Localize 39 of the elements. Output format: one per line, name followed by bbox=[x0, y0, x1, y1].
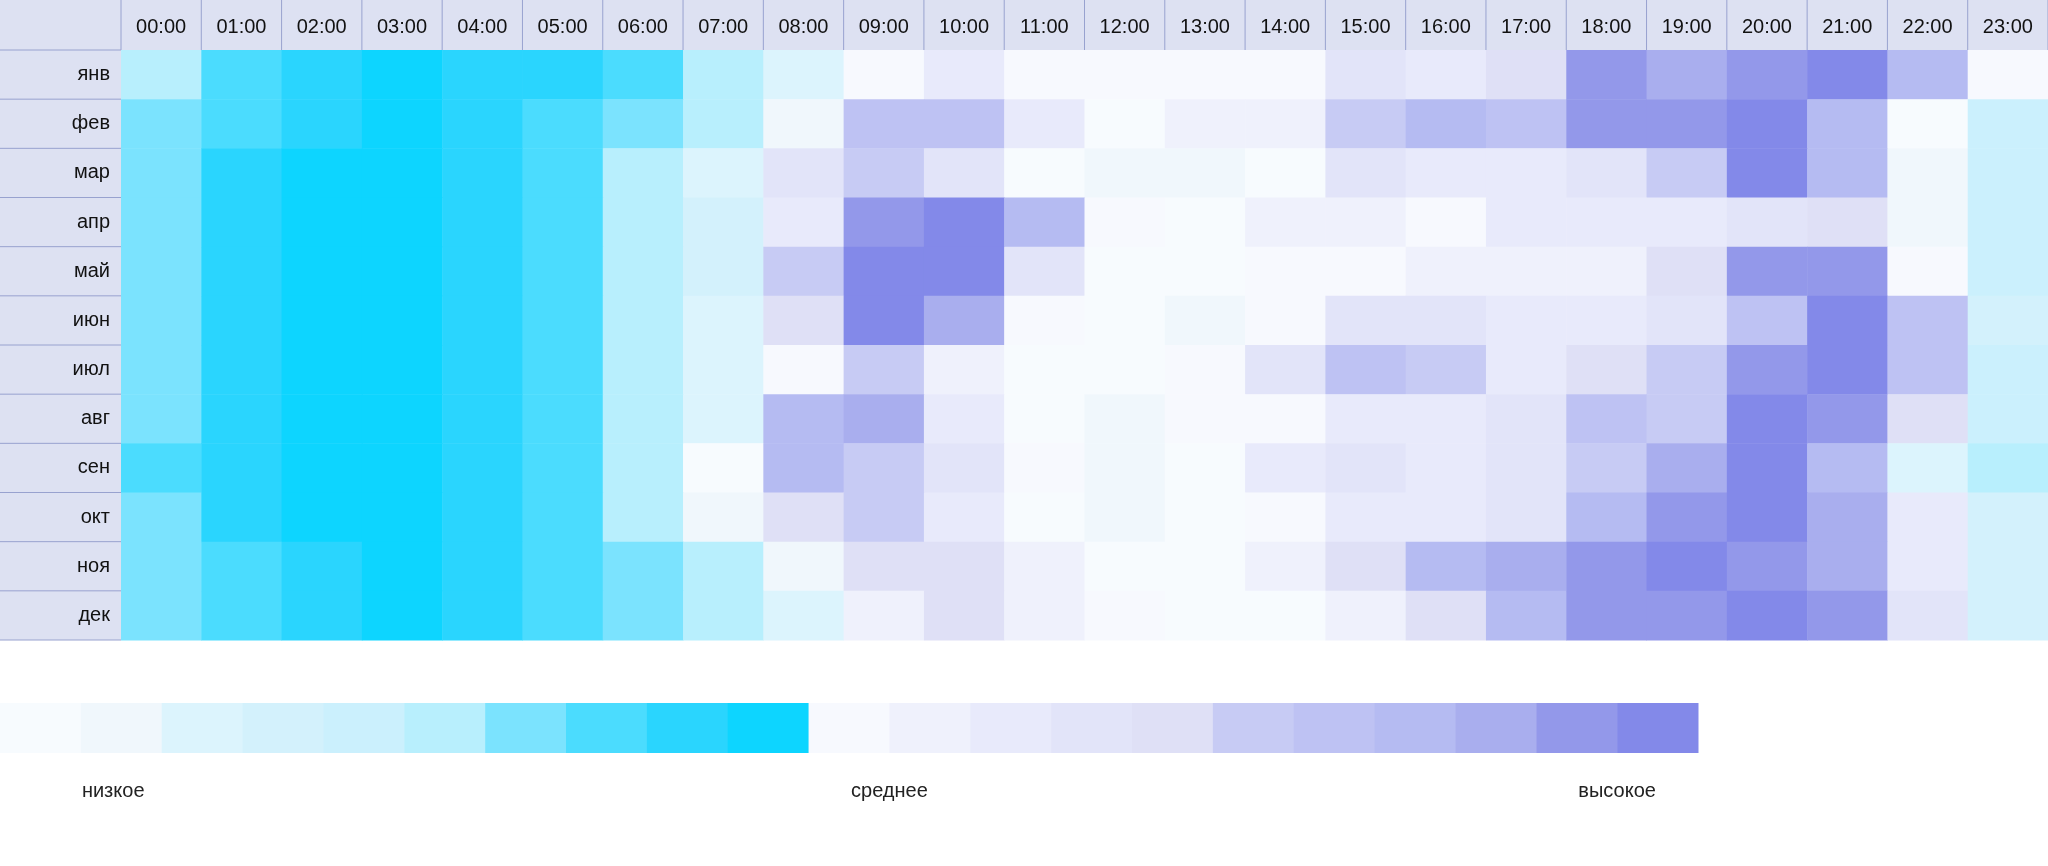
x-tick-label: 02:00 bbox=[296, 14, 347, 37]
y-tick-label: янв bbox=[77, 62, 110, 85]
y-tick-label: ноя bbox=[77, 553, 110, 576]
x-tick-label: 00:00 bbox=[136, 14, 187, 37]
x-tick-label: 01:00 bbox=[216, 14, 267, 37]
color-bar-label: среднее bbox=[851, 778, 928, 801]
y-tick-label: сен bbox=[77, 455, 110, 478]
x-tick-label: 22:00 bbox=[1902, 14, 1953, 37]
x-tick-label: 13:00 bbox=[1179, 14, 1230, 37]
x-tick-label: 11:00 bbox=[1020, 14, 1069, 37]
x-tick-label: 14:00 bbox=[1260, 14, 1311, 37]
x-tick-label: 06:00 bbox=[617, 14, 668, 37]
x-tick-label: 20:00 bbox=[1741, 14, 1793, 37]
x-tick-label: 17:00 bbox=[1501, 14, 1552, 37]
x-tick-label: 04:00 bbox=[457, 14, 508, 37]
y-tick-label: апр bbox=[76, 209, 110, 232]
x-tick-label: 19:00 bbox=[1661, 14, 1712, 37]
y-tick-label: июл bbox=[72, 357, 110, 380]
y-tick-label: авг bbox=[80, 406, 110, 429]
x-tick-label: 12:00 bbox=[1099, 14, 1150, 37]
x-tick-label: 10:00 bbox=[939, 14, 990, 37]
x-tick-label: 18:00 bbox=[1581, 14, 1632, 37]
color-bar-label: высокое bbox=[1578, 778, 1656, 801]
x-tick-label: 23:00 bbox=[1982, 14, 2033, 37]
x-tick-label: 15:00 bbox=[1340, 14, 1391, 37]
x-tick-label: 09:00 bbox=[858, 14, 909, 37]
y-tick-label: фев bbox=[71, 111, 110, 134]
x-tick-label: 03:00 bbox=[376, 14, 428, 37]
y-tick-label: окт bbox=[80, 504, 110, 527]
x-tick-label: 05:00 bbox=[537, 14, 588, 37]
x-tick-label: 07:00 bbox=[698, 14, 749, 37]
x-tick-label: 21:00 bbox=[1822, 14, 1873, 37]
y-tick-label: июн bbox=[72, 307, 110, 330]
y-tick-label: дек bbox=[78, 602, 111, 625]
x-tick-label: 08:00 bbox=[778, 14, 829, 37]
y-tick-label: май bbox=[73, 258, 110, 281]
y-tick-label: мар bbox=[74, 160, 110, 183]
color-bar-label: низкое bbox=[81, 778, 145, 801]
x-tick-label: 16:00 bbox=[1420, 14, 1471, 37]
